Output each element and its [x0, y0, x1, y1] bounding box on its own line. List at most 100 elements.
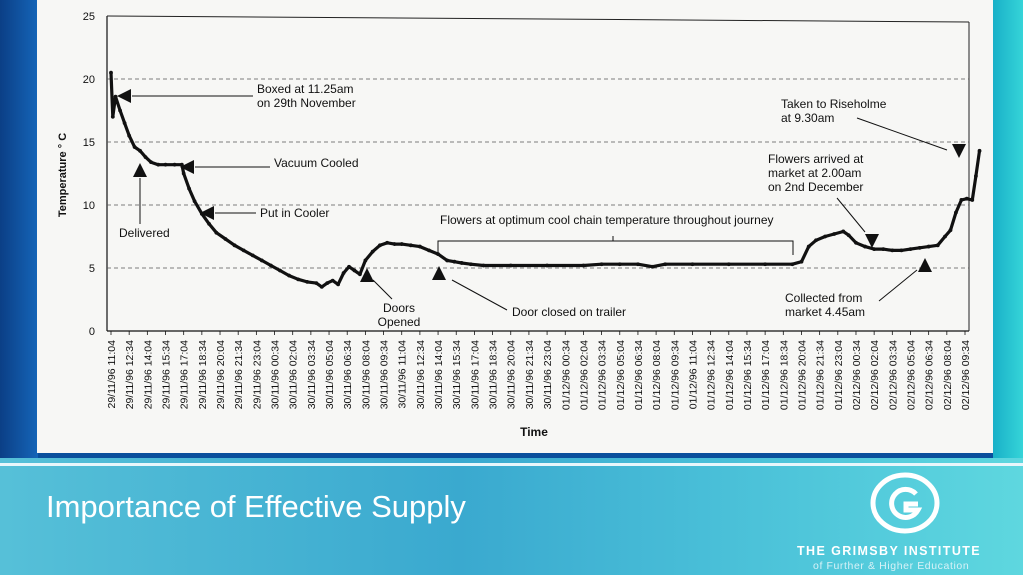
- x-tick-label: 30/11/96 11:04: [397, 340, 409, 409]
- data-point: [964, 196, 969, 201]
- annotation-leader: [372, 279, 393, 300]
- data-point: [223, 237, 228, 241]
- footer-divider: [0, 463, 1023, 466]
- data-point: [132, 145, 137, 149]
- x-tick-label: 30/11/96 23:04: [542, 340, 554, 409]
- data-point: [908, 247, 913, 252]
- y-tick-label: 25: [83, 11, 95, 23]
- org-name: THE GRIMSBY INSTITUTE: [797, 544, 982, 558]
- data-point: [872, 247, 877, 252]
- x-tick-label: 29/11/96 20:04: [215, 340, 227, 409]
- data-point: [823, 234, 827, 239]
- data-point: [392, 242, 397, 246]
- x-tick-label: 29/11/96 17:04: [179, 340, 191, 409]
- x-tick-label: 01/12/96 15:34: [742, 340, 754, 410]
- annotation-optimum-cool-chain: Flowers at optimum cool chain temperatur…: [440, 213, 774, 227]
- x-tick-label: 29/11/96 15:34: [161, 340, 173, 409]
- data-point: [977, 148, 982, 153]
- annotation-arrowhead: [180, 160, 194, 174]
- data-point: [187, 186, 192, 191]
- data-point: [581, 263, 586, 268]
- data-point: [841, 229, 846, 234]
- data-point: [468, 262, 473, 267]
- data-point: [232, 243, 237, 248]
- x-tick-label: 02/12/96 00:34: [851, 340, 863, 410]
- x-tick-label: 30/11/96 08:04: [360, 340, 372, 409]
- data-point: [156, 162, 161, 167]
- y-tick-label: 10: [83, 200, 95, 212]
- data-point: [617, 262, 622, 267]
- x-tick-label: 30/11/96 00:34: [270, 340, 282, 409]
- data-point: [508, 263, 513, 268]
- x-tick-label: 02/12/96 03:34: [887, 340, 899, 410]
- y-tick-label: 5: [89, 263, 95, 275]
- annotation-arrowhead: [133, 163, 147, 177]
- x-tick-label: 01/12/96 05:04: [615, 340, 627, 410]
- org-subtitle: of Further & Higher Education: [813, 560, 970, 572]
- x-tick-label: 30/11/96 18:34: [488, 340, 500, 409]
- y-axis-label: Temperature ° C: [57, 133, 69, 217]
- x-tick-label: 30/11/96 05:04: [324, 340, 336, 409]
- x-tick-label: 01/12/96 06:34: [633, 340, 645, 410]
- x-tick-label: 30/11/96 09:34: [379, 340, 391, 409]
- data-point: [452, 259, 457, 264]
- data-point: [427, 248, 431, 253]
- data-point: [109, 70, 113, 75]
- data-point: [127, 133, 132, 138]
- data-point: [287, 273, 291, 278]
- annotation-door-closed: Door closed on trailer: [512, 305, 626, 319]
- chart-paper: 0 5 10 15 20 25 29/11/96 11:04 29/11/96 12:34 2…: [37, 0, 993, 453]
- right-decor-band: [993, 0, 1023, 460]
- data-point: [305, 279, 310, 284]
- data-point: [599, 262, 604, 267]
- annotation-doors-opened: Doors Opened: [378, 301, 421, 329]
- data-point: [948, 228, 953, 233]
- y-tick-label: 20: [83, 74, 95, 86]
- data-point: [650, 264, 655, 269]
- data-point: [790, 262, 795, 267]
- data-point: [763, 262, 768, 267]
- data-point: [663, 262, 668, 267]
- data-point: [163, 162, 168, 167]
- data-point: [172, 162, 177, 167]
- data-point: [459, 261, 464, 265]
- data-point: [319, 285, 324, 289]
- data-point: [445, 258, 450, 263]
- y-axis-ticks: 0 5 10 15 20 25: [83, 11, 95, 338]
- annotation-collected: Collected from market 4.45am: [785, 291, 865, 319]
- annotation-arrowhead: [432, 266, 446, 280]
- data-point: [890, 248, 895, 253]
- data-point: [545, 263, 549, 268]
- data-point: [122, 121, 127, 125]
- data-point: [296, 277, 301, 282]
- data-point: [636, 262, 640, 267]
- data-point: [854, 240, 858, 245]
- x-tick-label: 01/12/96 14:04: [724, 340, 736, 410]
- x-tick-label: 30/11/96 03:34: [306, 340, 318, 409]
- data-point: [250, 253, 255, 258]
- data-point: [832, 232, 837, 236]
- data-point: [149, 160, 153, 165]
- data-point: [278, 268, 282, 273]
- x-tick-label: 01/12/96 23:04: [833, 340, 845, 410]
- x-tick-label: 02/12/96 05:04: [905, 340, 917, 410]
- x-tick-label: 01/12/96 09:34: [669, 340, 681, 410]
- x-tick-label: 29/11/96 23:04: [251, 340, 263, 409]
- x-tick-label: 29/11/96 14:04: [142, 340, 154, 409]
- data-point: [214, 230, 219, 235]
- annotation-flowers-arrived: Flowers arrived at market at 2.00am on 2nd…: [768, 152, 864, 194]
- slide-footer: [0, 458, 1023, 575]
- annotation-vacuum-cooled: Vacuum Cooled: [274, 156, 359, 170]
- x-tick-label: 30/11/96 12:34: [415, 340, 427, 409]
- x-tick-label: 02/12/96 09:34: [960, 340, 972, 410]
- annotation-leader: [451, 279, 508, 311]
- x-tick-label: 01/12/96 17:04: [760, 340, 772, 410]
- annotation-leader: [856, 117, 948, 151]
- data-point: [399, 242, 404, 246]
- annotation-arrowhead: [360, 268, 374, 282]
- data-point: [881, 247, 886, 252]
- data-point: [417, 244, 422, 249]
- data-point: [385, 240, 390, 245]
- x-tick-label: 01/12/96 08:04: [651, 340, 663, 410]
- y-tick-label: 0: [89, 326, 95, 338]
